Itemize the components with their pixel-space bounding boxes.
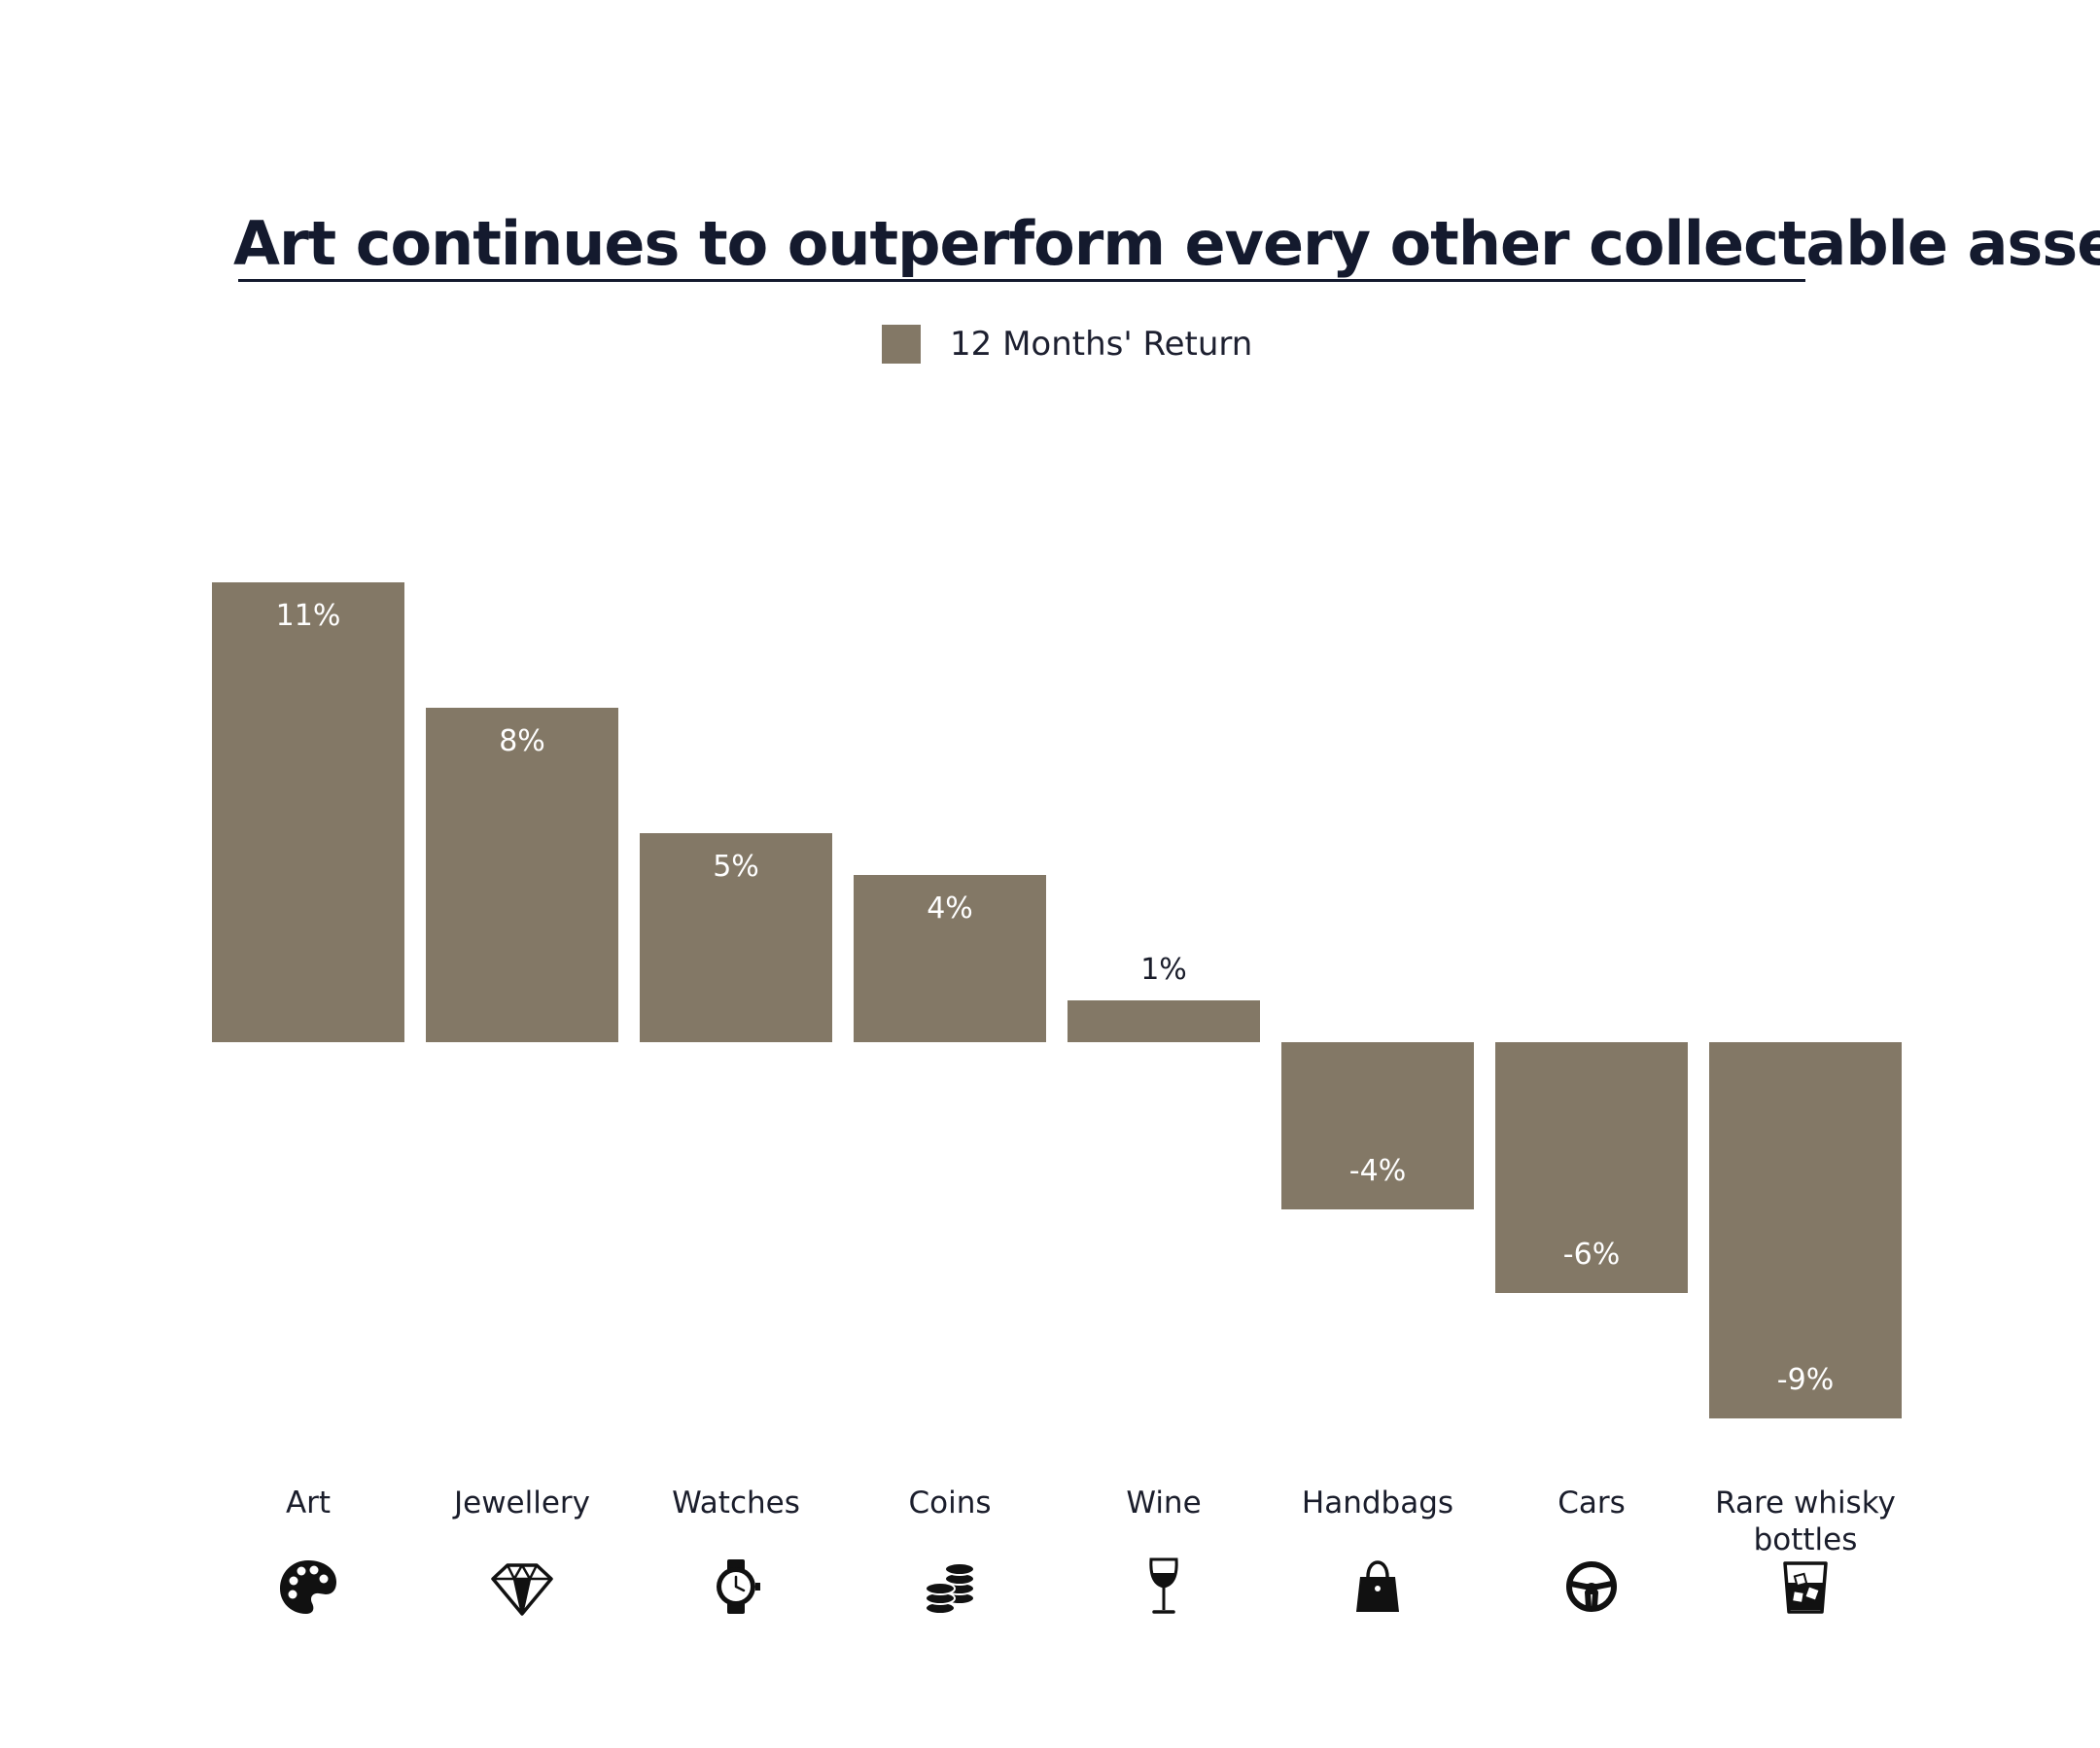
palette-icon xyxy=(280,1560,336,1614)
bar-handbags xyxy=(1281,1042,1474,1209)
category-label-handbags: Handbags xyxy=(1302,1486,1453,1521)
diamond-icon xyxy=(491,1563,553,1616)
legend-label: 12 Months' Return xyxy=(950,325,1253,364)
bar-watches xyxy=(640,833,832,1042)
data-label-jewellery: 8% xyxy=(499,724,545,758)
title-underline xyxy=(238,279,1805,282)
category-label-wine: Wine xyxy=(1126,1486,1201,1521)
coins-icon xyxy=(925,1562,975,1615)
data-label-handbags: -4% xyxy=(1349,1154,1406,1188)
data-label-art: 11% xyxy=(276,599,341,633)
category-label-rare-whisky-bottles: Rare whisky bottles xyxy=(1715,1486,1896,1557)
data-label-wine: 1% xyxy=(1140,953,1187,987)
data-label-watches: 5% xyxy=(713,850,759,884)
watch-icon xyxy=(717,1559,760,1614)
bar-cars xyxy=(1495,1042,1688,1293)
data-label-cars: -6% xyxy=(1563,1238,1620,1272)
category-label-cars: Cars xyxy=(1558,1486,1626,1521)
data-label-coins: 4% xyxy=(927,891,973,926)
legend-swatch xyxy=(882,325,921,364)
bar-coins xyxy=(854,875,1046,1042)
bar-rare-whisky-bottles xyxy=(1709,1042,1902,1418)
data-label-rare-whisky-bottles: -9% xyxy=(1777,1363,1834,1397)
category-label-jewellery: Jewellery xyxy=(452,1486,590,1521)
whisky-glass-icon xyxy=(1783,1561,1828,1614)
wine-glass-icon xyxy=(1149,1557,1178,1614)
legend: 12 Months' Return xyxy=(882,325,1252,364)
steering-wheel-icon xyxy=(1566,1561,1617,1612)
category-label-coins: Coins xyxy=(908,1486,991,1521)
bar-art xyxy=(212,582,404,1042)
category-label-watches: Watches xyxy=(672,1486,800,1521)
handbag-icon xyxy=(1356,1560,1399,1612)
bar-wine xyxy=(1068,1000,1260,1042)
category-label-art: Art xyxy=(286,1486,331,1521)
chart-title: Art continues to outperform every other … xyxy=(233,208,2100,279)
bar-jewellery xyxy=(426,708,618,1042)
